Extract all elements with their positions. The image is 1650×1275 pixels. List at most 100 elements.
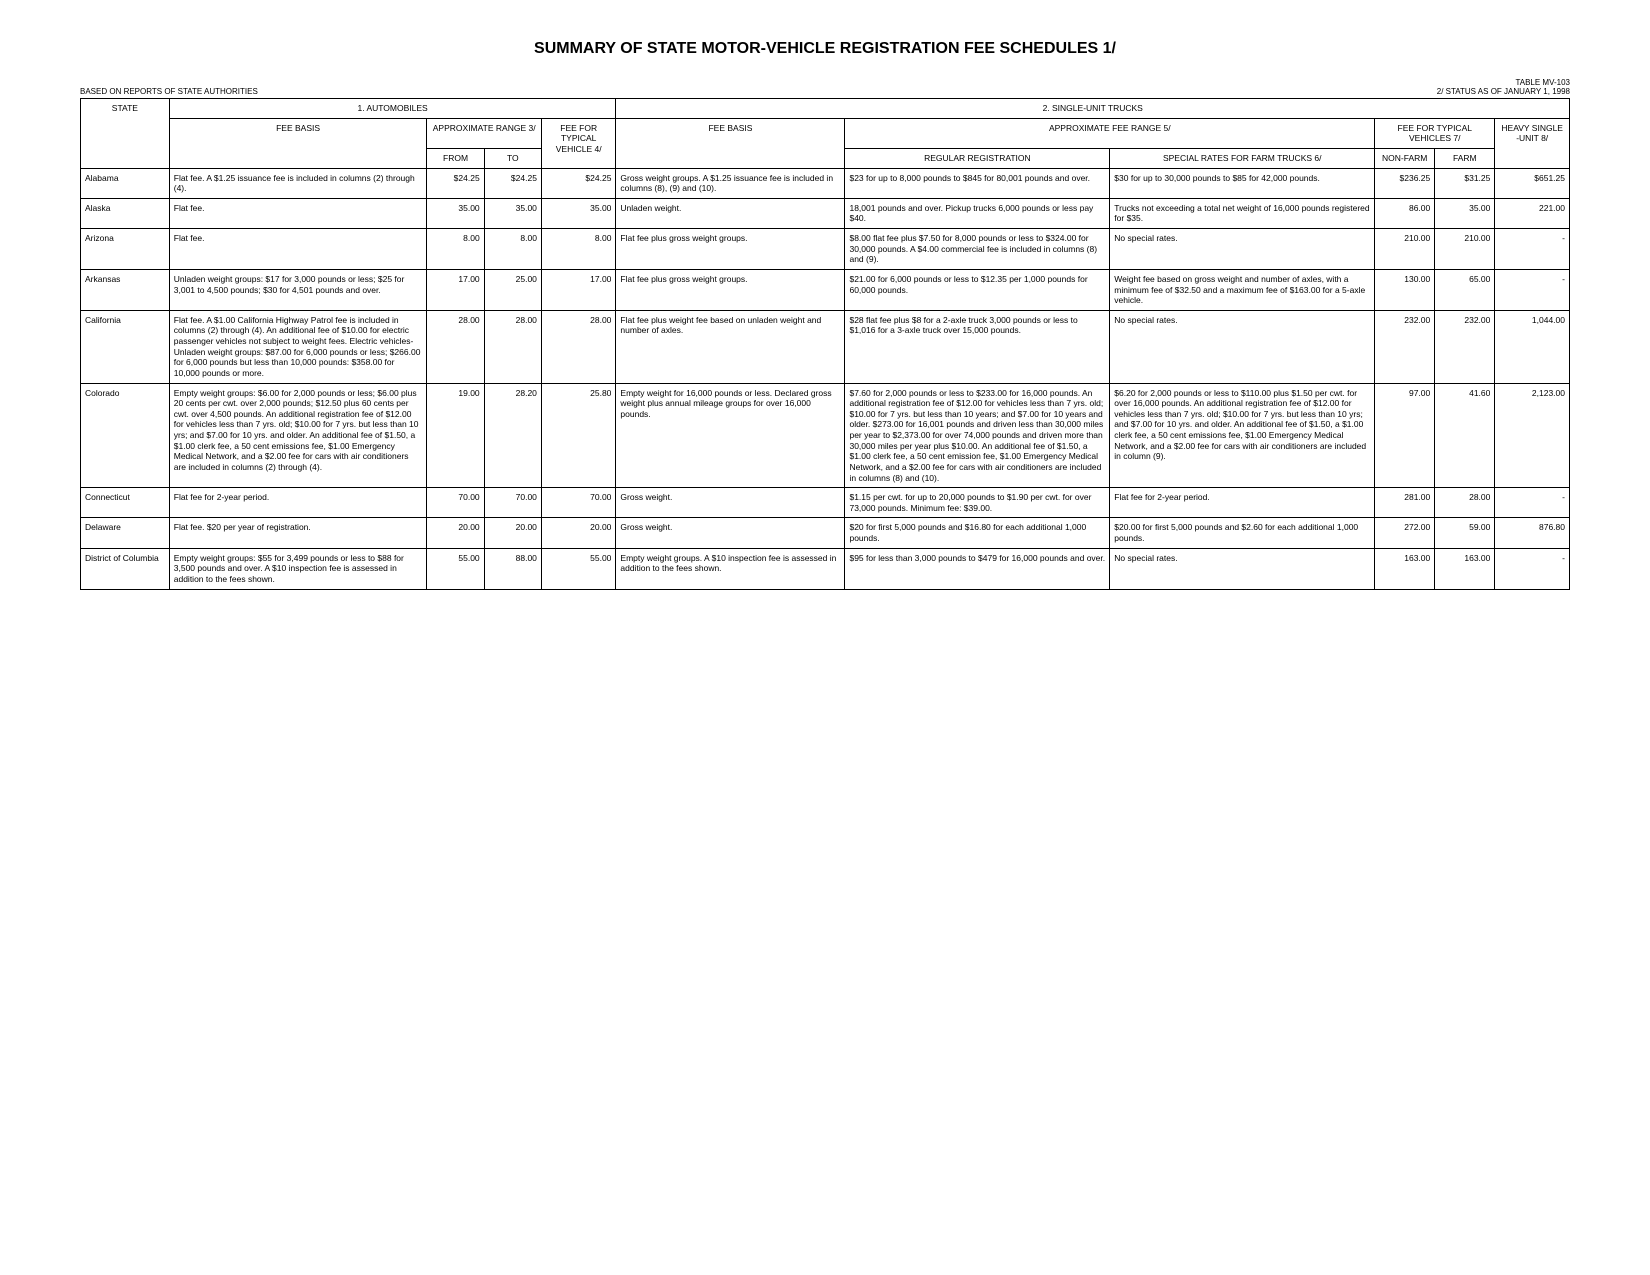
cell-truck-basis: Flat fee plus gross weight groups. <box>616 269 845 310</box>
col-farm: FARM <box>1435 148 1495 168</box>
cell-farm: 163.00 <box>1435 548 1495 589</box>
table-row: ArkansasUnladen weight groups: $17 for 3… <box>81 269 1570 310</box>
page-title: SUMMARY OF STATE MOTOR-VEHICLE REGISTRAT… <box>80 40 1570 58</box>
cell-nonfarm: 272.00 <box>1375 518 1435 548</box>
subtitle-right: 2/ STATUS AS OF JANUARY 1, 1998 <box>1437 87 1570 96</box>
cell-heavy: 2,123.00 <box>1495 383 1570 488</box>
cell-typical: 8.00 <box>541 229 616 270</box>
cell-special: Flat fee for 2-year period. <box>1110 488 1375 518</box>
cell-regular: 18,001 pounds and over. Pickup trucks 6,… <box>845 198 1110 228</box>
table-number: TABLE MV-103 <box>80 78 1570 87</box>
cell-nonfarm: 130.00 <box>1375 269 1435 310</box>
cell-farm: 35.00 <box>1435 198 1495 228</box>
cell-farm: 41.60 <box>1435 383 1495 488</box>
cell-from: 55.00 <box>427 548 484 589</box>
subtitle-left: BASED ON REPORTS OF STATE AUTHORITIES <box>80 87 258 96</box>
cell-heavy: 1,044.00 <box>1495 310 1570 383</box>
cell-special: Trucks not exceeding a total net weight … <box>1110 198 1375 228</box>
col-fee-typical: FEE FOR TYPICAL VEHICLE 4/ <box>541 118 616 168</box>
cell-to: 8.00 <box>484 229 541 270</box>
cell-to: 28.00 <box>484 310 541 383</box>
cell-typical: 20.00 <box>541 518 616 548</box>
cell-special: $30 for up to 30,000 pounds to $85 for 4… <box>1110 168 1375 198</box>
cell-heavy: - <box>1495 488 1570 518</box>
table-row: AlaskaFlat fee.35.0035.0035.00Unladen we… <box>81 198 1570 228</box>
cell-state: Alabama <box>81 168 170 198</box>
table-row: District of ColumbiaEmpty weight groups:… <box>81 548 1570 589</box>
cell-regular: $1.15 per cwt. for up to 20,000 pounds t… <box>845 488 1110 518</box>
cell-heavy: - <box>1495 548 1570 589</box>
cell-truck-basis: Empty weight for 16,000 pounds or less. … <box>616 383 845 488</box>
cell-state: Delaware <box>81 518 170 548</box>
cell-from: 28.00 <box>427 310 484 383</box>
cell-from: $24.25 <box>427 168 484 198</box>
cell-typical: 25.80 <box>541 383 616 488</box>
cell-heavy: $651.25 <box>1495 168 1570 198</box>
cell-farm: 232.00 <box>1435 310 1495 383</box>
cell-heavy: 221.00 <box>1495 198 1570 228</box>
cell-from: 70.00 <box>427 488 484 518</box>
cell-truck-basis: Gross weight. <box>616 488 845 518</box>
table-row: CaliforniaFlat fee. A $1.00 California H… <box>81 310 1570 383</box>
cell-regular: $28 flat fee plus $8 for a 2-axle truck … <box>845 310 1110 383</box>
col-special: SPECIAL RATES FOR FARM TRUCKS 6/ <box>1110 148 1375 168</box>
cell-typical: 17.00 <box>541 269 616 310</box>
table-row: AlabamaFlat fee. A $1.25 issuance fee is… <box>81 168 1570 198</box>
col-fee-basis: FEE BASIS <box>169 118 427 168</box>
cell-state: Alaska <box>81 198 170 228</box>
cell-to: 28.20 <box>484 383 541 488</box>
table-row: ArizonaFlat fee.8.008.008.00Flat fee plu… <box>81 229 1570 270</box>
cell-from: 19.00 <box>427 383 484 488</box>
cell-to: 25.00 <box>484 269 541 310</box>
cell-state: Arkansas <box>81 269 170 310</box>
cell-nonfarm: 163.00 <box>1375 548 1435 589</box>
cell-nonfarm: 97.00 <box>1375 383 1435 488</box>
cell-auto-basis: Flat fee. $20 per year of registration. <box>169 518 427 548</box>
cell-state: Arizona <box>81 229 170 270</box>
cell-auto-basis: Flat fee. A $1.25 issuance fee is includ… <box>169 168 427 198</box>
cell-heavy: - <box>1495 229 1570 270</box>
cell-auto-basis: Flat fee. <box>169 198 427 228</box>
cell-state: California <box>81 310 170 383</box>
fee-schedule-table: STATE 1. AUTOMOBILES 2. SINGLE-UNIT TRUC… <box>80 98 1570 590</box>
cell-to: 20.00 <box>484 518 541 548</box>
col-nonfarm: NON-FARM <box>1375 148 1435 168</box>
cell-farm: 210.00 <box>1435 229 1495 270</box>
cell-truck-basis: Gross weight. <box>616 518 845 548</box>
cell-heavy: 876.80 <box>1495 518 1570 548</box>
cell-truck-basis: Unladen weight. <box>616 198 845 228</box>
cell-special: $20.00 for first 5,000 pounds and $2.60 … <box>1110 518 1375 548</box>
cell-special: No special rates. <box>1110 229 1375 270</box>
cell-nonfarm: 232.00 <box>1375 310 1435 383</box>
cell-regular: $95 for less than 3,000 pounds to $479 f… <box>845 548 1110 589</box>
cell-farm: 28.00 <box>1435 488 1495 518</box>
cell-to: 35.00 <box>484 198 541 228</box>
cell-auto-basis: Flat fee for 2-year period. <box>169 488 427 518</box>
cell-farm: $31.25 <box>1435 168 1495 198</box>
cell-regular: $20 for first 5,000 pounds and $16.80 fo… <box>845 518 1110 548</box>
col-heavy: HEAVY SINGLE -UNIT 8/ <box>1495 118 1570 168</box>
col-to: TO <box>484 148 541 168</box>
cell-auto-basis: Empty weight groups: $6.00 for 2,000 pou… <box>169 383 427 488</box>
cell-regular: $7.60 for 2,000 pounds or less to $233.0… <box>845 383 1110 488</box>
cell-heavy: - <box>1495 269 1570 310</box>
cell-state: Colorado <box>81 383 170 488</box>
cell-regular: $21.00 for 6,000 pounds or less to $12.3… <box>845 269 1110 310</box>
col-from: FROM <box>427 148 484 168</box>
col-fee-typical-2: FEE FOR TYPICAL VEHICLES 7/ <box>1375 118 1495 148</box>
cell-regular: $8.00 flat fee plus $7.50 for 8,000 poun… <box>845 229 1110 270</box>
col-state: STATE <box>81 99 170 169</box>
cell-state: Connecticut <box>81 488 170 518</box>
cell-truck-basis: Empty weight groups. A $10 inspection fe… <box>616 548 845 589</box>
table-row: ColoradoEmpty weight groups: $6.00 for 2… <box>81 383 1570 488</box>
table-row: ConnecticutFlat fee for 2-year period.70… <box>81 488 1570 518</box>
col-regular: REGULAR REGISTRATION <box>845 148 1110 168</box>
cell-auto-basis: Unladen weight groups: $17 for 3,000 pou… <box>169 269 427 310</box>
cell-regular: $23 for up to 8,000 pounds to $845 for 8… <box>845 168 1110 198</box>
cell-typical: 55.00 <box>541 548 616 589</box>
cell-from: 20.00 <box>427 518 484 548</box>
cell-to: 88.00 <box>484 548 541 589</box>
cell-typical: 35.00 <box>541 198 616 228</box>
cell-from: 8.00 <box>427 229 484 270</box>
cell-auto-basis: Empty weight groups: $55 for 3,499 pound… <box>169 548 427 589</box>
